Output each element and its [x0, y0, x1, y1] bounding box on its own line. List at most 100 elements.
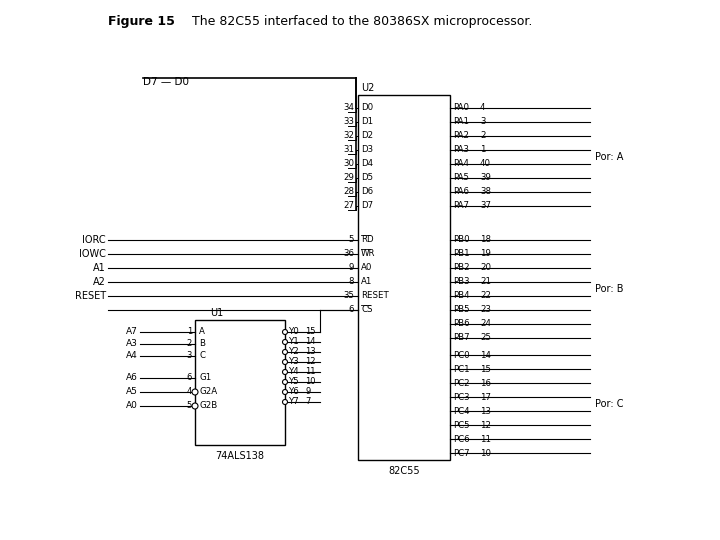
- Text: D3: D3: [361, 145, 373, 154]
- Circle shape: [192, 389, 198, 395]
- Text: 17: 17: [480, 393, 491, 402]
- Circle shape: [282, 360, 287, 365]
- Text: PB3: PB3: [453, 278, 469, 287]
- Text: 24: 24: [480, 320, 491, 328]
- Text: 19: 19: [480, 249, 491, 259]
- Text: G1: G1: [199, 374, 211, 382]
- Text: Por: A: Por: A: [595, 152, 624, 162]
- Circle shape: [282, 349, 287, 354]
- Text: D2: D2: [361, 132, 373, 140]
- Text: G2B: G2B: [199, 402, 217, 410]
- Text: 31: 31: [343, 145, 354, 154]
- Text: Y4: Y4: [289, 368, 300, 376]
- Bar: [195, 320, 285, 445]
- Circle shape: [282, 340, 287, 345]
- Text: 5: 5: [186, 402, 192, 410]
- Text: PC0: PC0: [453, 350, 469, 360]
- Text: 13: 13: [305, 348, 315, 356]
- Text: D0: D0: [361, 104, 373, 112]
- Text: 1: 1: [186, 327, 192, 336]
- Text: RESET: RESET: [75, 291, 106, 301]
- Text: D7 — D0: D7 — D0: [143, 77, 189, 87]
- Text: 10: 10: [305, 377, 315, 387]
- Text: 13: 13: [480, 407, 491, 415]
- Text: 15: 15: [480, 364, 491, 374]
- Text: A5: A5: [126, 388, 138, 396]
- Text: 6: 6: [186, 374, 192, 382]
- Text: A1: A1: [361, 278, 372, 287]
- Text: 14: 14: [305, 338, 315, 347]
- Text: 34: 34: [343, 104, 354, 112]
- Text: 23: 23: [480, 306, 491, 314]
- Text: PA6: PA6: [453, 187, 469, 197]
- Text: A7: A7: [126, 327, 138, 336]
- Text: 35: 35: [343, 292, 354, 300]
- Text: Y5: Y5: [289, 377, 300, 387]
- Circle shape: [282, 369, 287, 375]
- Text: 30: 30: [343, 159, 354, 168]
- Text: Por: B: Por: B: [595, 284, 624, 294]
- Text: Y6: Y6: [289, 388, 300, 396]
- Text: PB6: PB6: [453, 320, 469, 328]
- Text: 36: 36: [343, 249, 354, 259]
- Text: 12: 12: [480, 421, 491, 429]
- Text: 25: 25: [480, 334, 491, 342]
- Text: Y3: Y3: [289, 357, 300, 367]
- Text: A1: A1: [94, 263, 106, 273]
- Text: 22: 22: [480, 292, 491, 300]
- Text: 4: 4: [186, 388, 192, 396]
- Text: D5: D5: [361, 173, 373, 183]
- Text: PA0: PA0: [453, 104, 469, 112]
- Text: PB0: PB0: [453, 235, 469, 245]
- Text: 29: 29: [343, 173, 354, 183]
- Text: A2: A2: [93, 277, 106, 287]
- Text: IORC: IORC: [82, 235, 106, 245]
- Text: CS: CS: [361, 306, 372, 314]
- Text: 82C55: 82C55: [388, 466, 420, 476]
- Text: PA1: PA1: [453, 118, 469, 126]
- Text: PB4: PB4: [453, 292, 469, 300]
- Text: RD: RD: [361, 235, 374, 245]
- Text: Y1: Y1: [289, 338, 300, 347]
- Text: 20: 20: [480, 264, 491, 273]
- Text: A6: A6: [126, 374, 138, 382]
- Text: PB1: PB1: [453, 249, 469, 259]
- Text: U1: U1: [210, 308, 223, 318]
- Text: PC7: PC7: [453, 449, 469, 457]
- Text: 74ALS138: 74ALS138: [215, 451, 264, 461]
- Circle shape: [192, 403, 198, 409]
- Text: B: B: [199, 340, 205, 348]
- Circle shape: [282, 380, 287, 384]
- Text: 3: 3: [480, 118, 485, 126]
- Text: G2A: G2A: [199, 388, 217, 396]
- Text: 1: 1: [480, 145, 485, 154]
- Text: PC3: PC3: [453, 393, 469, 402]
- Text: 2: 2: [480, 132, 485, 140]
- Text: PA7: PA7: [453, 201, 469, 211]
- Text: A0: A0: [126, 402, 138, 410]
- Text: RESET: RESET: [361, 292, 389, 300]
- Text: Y2: Y2: [289, 348, 300, 356]
- Text: 28: 28: [343, 187, 354, 197]
- Text: C: C: [199, 352, 205, 361]
- Text: 8: 8: [348, 278, 354, 287]
- Text: 27: 27: [343, 201, 354, 211]
- Text: 11: 11: [305, 368, 315, 376]
- Text: PC5: PC5: [453, 421, 469, 429]
- Text: 40: 40: [480, 159, 491, 168]
- Text: 33: 33: [343, 118, 354, 126]
- Text: PC6: PC6: [453, 435, 469, 443]
- Text: Figure 15: Figure 15: [108, 16, 175, 29]
- Text: A3: A3: [126, 340, 138, 348]
- Text: 18: 18: [480, 235, 491, 245]
- Circle shape: [282, 400, 287, 404]
- Text: D7: D7: [361, 201, 373, 211]
- Bar: [358, 95, 450, 460]
- Text: 15: 15: [305, 327, 315, 336]
- Text: 10: 10: [480, 449, 491, 457]
- Text: 3: 3: [186, 352, 192, 361]
- Text: WR: WR: [361, 249, 376, 259]
- Text: 4: 4: [480, 104, 485, 112]
- Text: Por: C: Por: C: [595, 399, 624, 409]
- Text: PA3: PA3: [453, 145, 469, 154]
